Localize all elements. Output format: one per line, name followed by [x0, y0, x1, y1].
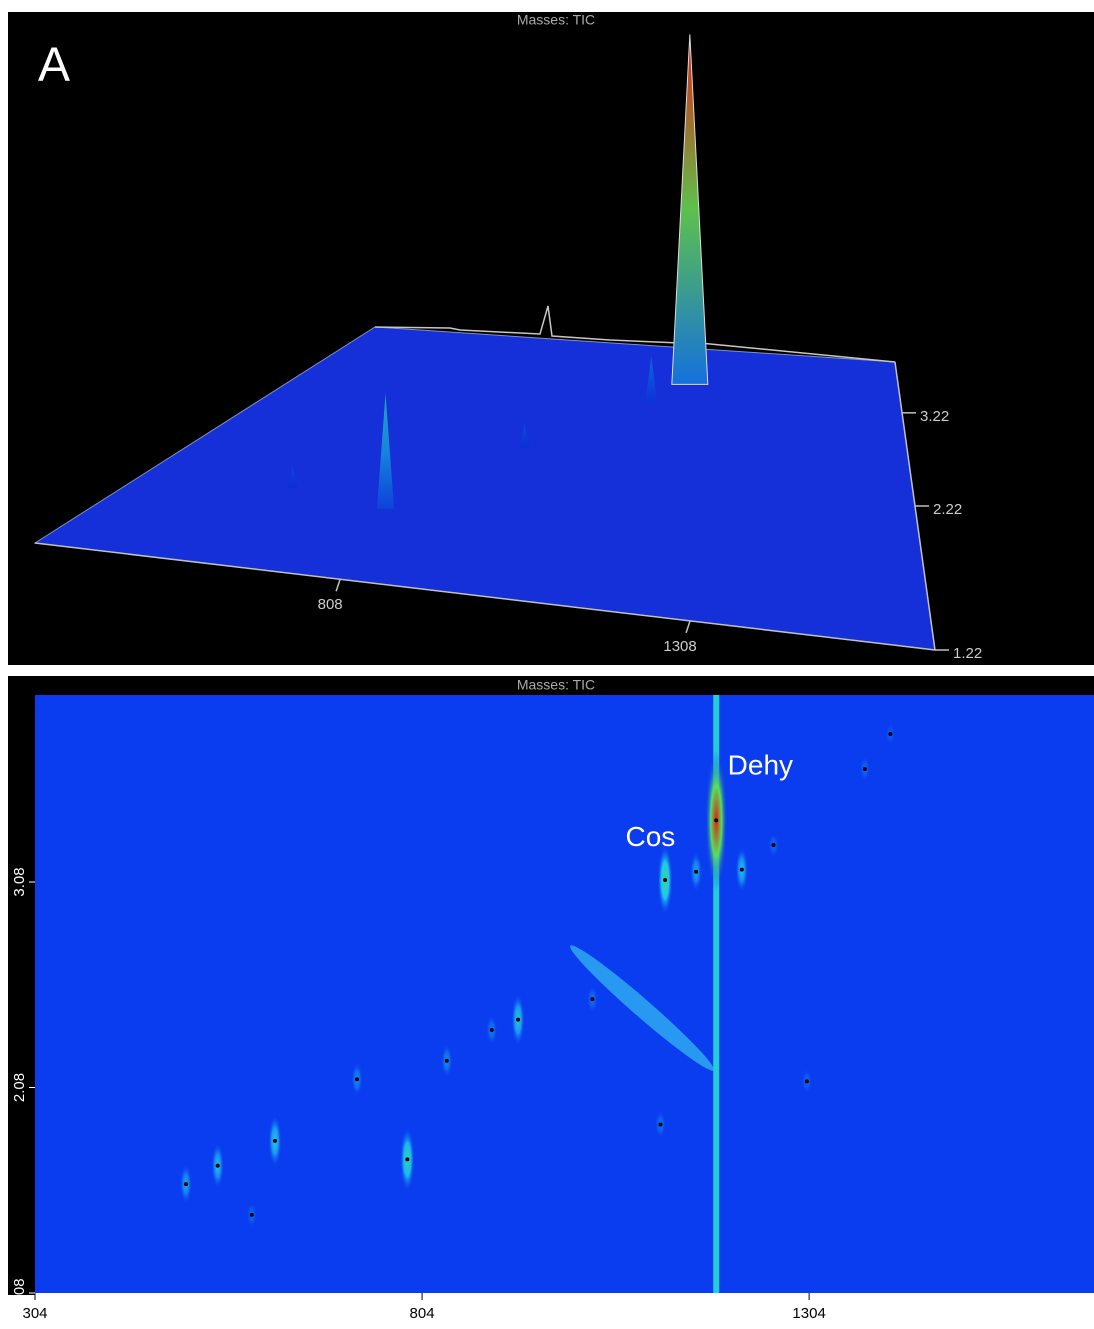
y-tick-label: 3.08 — [11, 867, 28, 896]
peak — [645, 356, 658, 402]
x-tick-label: 1304 — [792, 1305, 825, 1322]
annotation: Dehy — [728, 749, 793, 780]
panel-b-left-frame — [8, 695, 35, 1295]
x-axis-line — [34, 542, 936, 651]
spot-marker — [771, 843, 776, 848]
panel-b: Cos Dehy 304 804 1304 1.08 2.08 3.08 — [8, 695, 1094, 1324]
spot-marker — [355, 1077, 360, 1082]
x-tick-label: 304 — [22, 1305, 47, 1322]
spot-marker — [714, 818, 719, 823]
x-tick — [685, 620, 691, 634]
spot-marker — [888, 732, 893, 737]
panel-b-header — [8, 676, 1094, 695]
main-peak-streak — [713, 695, 720, 1293]
x-tick-label: 804 — [410, 1305, 435, 1322]
y-tick-label: 2.22 — [933, 501, 962, 518]
spot-marker — [405, 1157, 410, 1162]
spot-marker — [249, 1212, 254, 1217]
spot-marker — [663, 877, 668, 882]
panel-a-title: Masses: TIC — [517, 12, 595, 28]
y-tick-label: 1.08 — [11, 1278, 28, 1307]
spot-marker — [694, 869, 699, 874]
spot-marker — [444, 1058, 449, 1063]
peak — [519, 423, 530, 448]
panel-a-label: A — [38, 39, 70, 92]
spot-marker — [804, 1079, 809, 1084]
y-tick-label: 1.22 — [953, 645, 982, 662]
spot-marker — [590, 997, 595, 1002]
peak — [671, 34, 709, 385]
annotation: Cos — [626, 821, 676, 852]
peak — [287, 466, 298, 488]
x-tick-label: 1308 — [663, 638, 696, 655]
panel-b-title: Masses: TIC — [517, 677, 595, 693]
spot-marker — [516, 1017, 521, 1022]
spot-marker — [862, 766, 867, 771]
peak — [376, 393, 395, 510]
spot-marker — [489, 1027, 494, 1032]
spot-marker — [215, 1163, 220, 1168]
heatmap-background — [35, 695, 1094, 1293]
y-tick-label: 2.08 — [11, 1073, 28, 1102]
x-tick-label: 808 — [318, 596, 343, 613]
spot-marker — [183, 1182, 188, 1187]
spot-marker — [658, 1122, 663, 1127]
x-tick — [335, 579, 341, 592]
panel-a: 808 1308 1.22 2.22 3.22 — [287, 34, 982, 662]
spot-marker — [739, 867, 744, 872]
bottom-axis-area — [8, 1295, 1094, 1324]
spot-marker — [272, 1138, 277, 1143]
y-tick-label: 3.22 — [920, 408, 949, 425]
column-bleed — [570, 945, 714, 1071]
